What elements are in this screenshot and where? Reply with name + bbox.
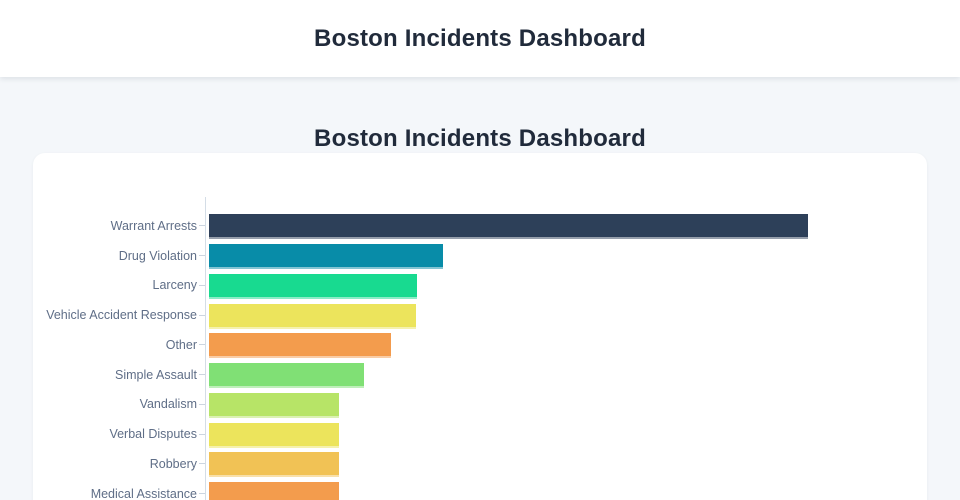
axis-tick-mark bbox=[199, 255, 205, 257]
bar[interactable] bbox=[209, 244, 443, 268]
dashboard-heading: Boston Incidents Dashboard bbox=[314, 125, 646, 152]
chart-row: Drug Violation bbox=[33, 241, 907, 271]
category-label: Larceny bbox=[152, 278, 197, 293]
bar[interactable] bbox=[209, 214, 808, 238]
chart-row: Vandalism bbox=[33, 390, 907, 420]
incidents-bar-chart: Warrant Arrests Drug Violation Larceny V… bbox=[33, 197, 907, 500]
category-label: Vehicle Accident Response bbox=[46, 308, 197, 323]
axis-tick-mark bbox=[199, 344, 205, 346]
page-body: Boston Incidents Dashboard Warrant Arres… bbox=[0, 77, 960, 500]
category-label: Other bbox=[165, 337, 197, 352]
chart-row: Verbal Disputes bbox=[33, 419, 907, 449]
chart-row: Vehicle Accident Response bbox=[33, 300, 907, 330]
category-label: Verbal Disputes bbox=[109, 427, 197, 442]
category-label: Warrant Arrests bbox=[110, 218, 197, 233]
bar[interactable] bbox=[209, 333, 391, 357]
axis-tick-mark bbox=[199, 284, 205, 286]
bar[interactable] bbox=[209, 422, 339, 446]
axis-tick-mark bbox=[199, 463, 205, 465]
bar-chart-rows: Warrant Arrests Drug Violation Larceny V… bbox=[33, 211, 907, 500]
category-label: Vandalism bbox=[139, 397, 197, 412]
y-axis-line bbox=[205, 197, 206, 500]
chart-row: Simple Assault bbox=[33, 360, 907, 390]
axis-tick-mark bbox=[199, 433, 205, 435]
axis-tick-mark bbox=[199, 374, 205, 376]
axis-tick-mark bbox=[199, 403, 205, 405]
chart-row: Larceny bbox=[33, 271, 907, 301]
app-header: Boston Incidents Dashboard bbox=[0, 0, 960, 77]
bar[interactable] bbox=[209, 303, 416, 327]
category-label: Simple Assault bbox=[115, 367, 197, 382]
category-label: Drug Violation bbox=[118, 248, 197, 263]
chart-row: Other bbox=[33, 330, 907, 360]
app-title: Boston Incidents Dashboard bbox=[314, 25, 646, 52]
bar[interactable] bbox=[209, 273, 417, 297]
chart-row: Warrant Arrests bbox=[33, 211, 907, 241]
bar[interactable] bbox=[209, 482, 339, 500]
category-label: Medical Assistance bbox=[90, 486, 197, 500]
chart-card: Warrant Arrests Drug Violation Larceny V… bbox=[33, 153, 927, 500]
bar[interactable] bbox=[209, 392, 339, 416]
axis-tick-mark bbox=[199, 314, 205, 316]
axis-tick-mark bbox=[199, 493, 205, 495]
chart-row: Medical Assistance bbox=[33, 479, 907, 500]
category-label: Robbery bbox=[149, 456, 197, 471]
axis-tick-mark bbox=[199, 225, 205, 227]
chart-row: Robbery bbox=[33, 449, 907, 479]
bar[interactable] bbox=[209, 452, 339, 476]
bar[interactable] bbox=[209, 363, 364, 387]
